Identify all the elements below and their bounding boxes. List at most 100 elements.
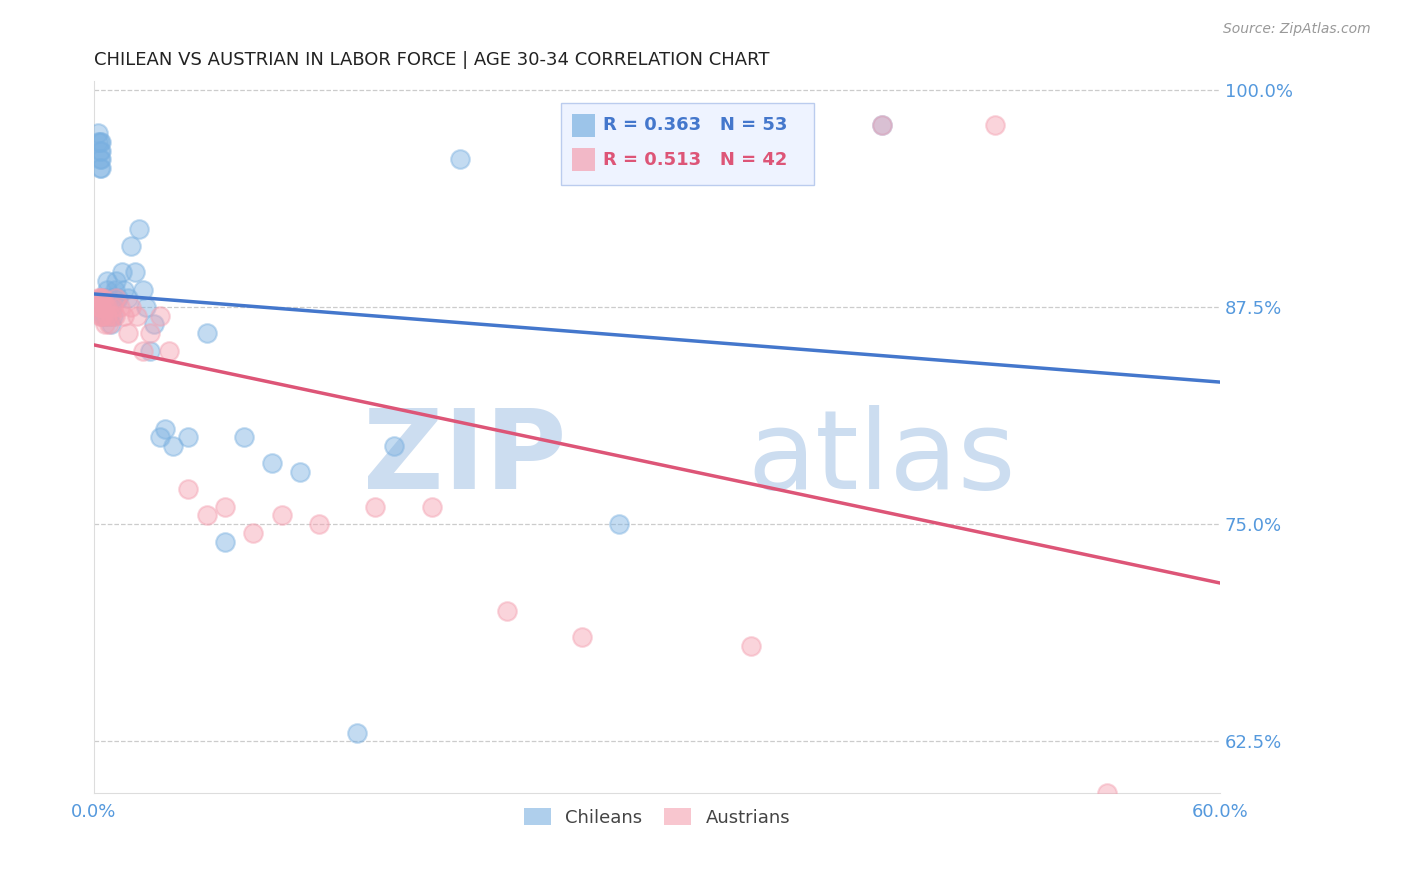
Point bbox=[270, 508, 292, 523]
Point bbox=[105, 274, 128, 288]
Point bbox=[86, 127, 108, 141]
Point bbox=[983, 118, 1005, 132]
Point bbox=[105, 292, 128, 306]
Point bbox=[607, 517, 630, 532]
Point bbox=[89, 292, 111, 306]
Point bbox=[135, 300, 157, 314]
Point bbox=[870, 118, 893, 132]
Point bbox=[778, 118, 800, 132]
Text: R = 0.363   N = 53: R = 0.363 N = 53 bbox=[603, 117, 787, 135]
Point bbox=[94, 300, 117, 314]
Point bbox=[86, 292, 108, 306]
Text: atlas: atlas bbox=[747, 405, 1015, 512]
Point bbox=[108, 300, 131, 314]
Point bbox=[449, 153, 471, 167]
Point bbox=[571, 630, 593, 644]
Point bbox=[94, 300, 117, 314]
Point bbox=[101, 300, 124, 314]
Text: R = 0.513   N = 42: R = 0.513 N = 42 bbox=[603, 151, 787, 169]
Point bbox=[128, 222, 150, 236]
Point bbox=[346, 725, 368, 739]
Point bbox=[155, 422, 177, 436]
Point bbox=[96, 283, 118, 297]
Point bbox=[89, 161, 111, 176]
Text: CHILEAN VS AUSTRIAN IN LABOR FORCE | AGE 30-34 CORRELATION CHART: CHILEAN VS AUSTRIAN IN LABOR FORCE | AGE… bbox=[94, 51, 769, 69]
Point bbox=[86, 135, 108, 149]
Point bbox=[117, 292, 139, 306]
Point bbox=[233, 430, 256, 444]
Point bbox=[120, 300, 142, 314]
Point bbox=[90, 161, 112, 176]
Point bbox=[97, 309, 120, 323]
Point bbox=[96, 300, 118, 314]
Point bbox=[162, 439, 184, 453]
Text: Source: ZipAtlas.com: Source: ZipAtlas.com bbox=[1223, 22, 1371, 37]
Point bbox=[94, 318, 117, 332]
Point bbox=[89, 300, 111, 314]
Point bbox=[89, 153, 111, 167]
Point bbox=[91, 309, 114, 323]
Point bbox=[195, 508, 218, 523]
Point bbox=[100, 309, 122, 323]
Point bbox=[90, 153, 112, 167]
Point bbox=[96, 309, 118, 323]
Point bbox=[96, 300, 118, 314]
Point bbox=[139, 326, 162, 340]
Point bbox=[100, 300, 122, 314]
Bar bbox=[572, 148, 595, 171]
Point bbox=[262, 457, 284, 471]
Point bbox=[157, 343, 180, 358]
Point bbox=[143, 318, 166, 332]
Point bbox=[91, 292, 114, 306]
Point bbox=[132, 283, 155, 297]
Point bbox=[117, 326, 139, 340]
Point bbox=[125, 309, 148, 323]
Point bbox=[94, 309, 117, 323]
Text: ZIP: ZIP bbox=[363, 405, 567, 512]
Point bbox=[132, 343, 155, 358]
Point bbox=[195, 326, 218, 340]
Point bbox=[101, 292, 124, 306]
Point bbox=[91, 309, 114, 323]
Point bbox=[94, 292, 117, 306]
Point bbox=[96, 274, 118, 288]
Point bbox=[112, 283, 135, 297]
Point bbox=[214, 500, 236, 514]
Point bbox=[112, 309, 135, 323]
Point bbox=[177, 430, 200, 444]
Point bbox=[97, 292, 120, 306]
Point bbox=[870, 118, 893, 132]
Point bbox=[139, 343, 162, 358]
Point bbox=[91, 292, 114, 306]
Bar bbox=[572, 114, 595, 137]
Point bbox=[91, 300, 114, 314]
Point bbox=[90, 135, 112, 149]
Point bbox=[495, 604, 517, 618]
Point bbox=[149, 309, 172, 323]
Point bbox=[90, 292, 112, 306]
Point bbox=[740, 639, 762, 653]
Point bbox=[101, 309, 124, 323]
Point bbox=[364, 500, 387, 514]
Point bbox=[382, 439, 405, 453]
Point bbox=[89, 144, 111, 158]
Point bbox=[90, 144, 112, 158]
Legend: Chileans, Austrians: Chileans, Austrians bbox=[516, 801, 797, 834]
Bar bbox=[561, 103, 814, 185]
Point bbox=[177, 483, 200, 497]
Point bbox=[103, 283, 125, 297]
Point bbox=[89, 309, 111, 323]
Point bbox=[97, 318, 120, 332]
Point bbox=[107, 292, 129, 306]
Point bbox=[1095, 786, 1118, 800]
Point bbox=[290, 465, 312, 479]
Point bbox=[124, 265, 146, 279]
Point bbox=[149, 430, 172, 444]
Point bbox=[86, 300, 108, 314]
Point bbox=[242, 525, 264, 540]
Point bbox=[120, 239, 142, 253]
Point bbox=[214, 534, 236, 549]
Point bbox=[111, 265, 134, 279]
Point bbox=[308, 517, 330, 532]
Point bbox=[420, 500, 443, 514]
